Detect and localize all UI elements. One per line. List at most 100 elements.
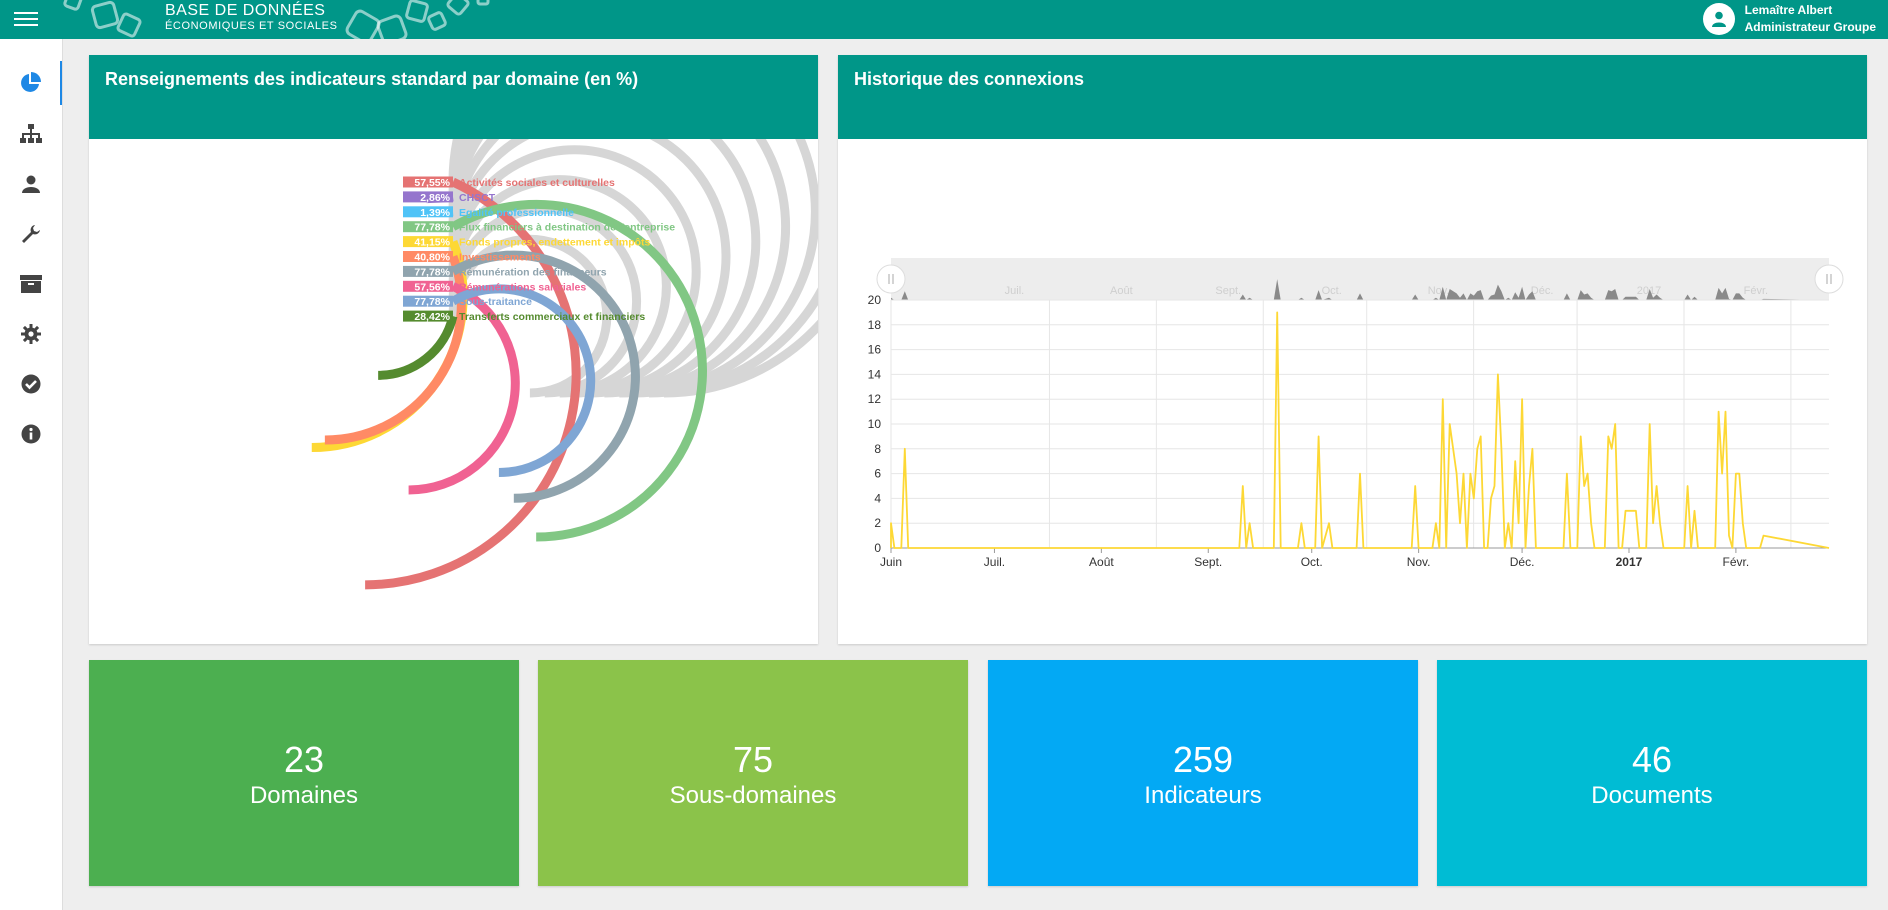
y-tick-20: 20: [868, 293, 882, 307]
radial-label-bg-chsct: [403, 191, 453, 203]
radial-bar-remuneration-des-financeurs[interactable]: [450, 250, 640, 503]
stat-domains-value: 23: [283, 739, 325, 780]
radial-track-investissements: [448, 115, 731, 398]
radial-bar-transferts-commerciaux-et-financiers[interactable]: [378, 314, 458, 380]
radial-label-bg-egalite-professionnelle: [403, 206, 453, 218]
connections-series-line[interactable]: [890, 311, 1830, 549]
x-tick-fevr: Févr.: [1723, 555, 1750, 569]
radial-bar-sous-traitance[interactable]: [450, 284, 596, 477]
x-tick-dec: Déc.: [1510, 555, 1535, 569]
panel-indicators-title: Renseignements des indicateurs standard …: [89, 55, 818, 139]
radial-value-label-fonds-propres-endettement-et-impots: 41,15%: [414, 237, 450, 249]
radial-legend-egalite-professionnelle[interactable]: Egalité professionnelle: [459, 207, 574, 219]
sidebar-item-tools[interactable]: [0, 212, 62, 256]
info-circle-icon: [21, 424, 41, 444]
radial-value-label-chsct: 2,86%: [420, 192, 450, 204]
radial-label-bg-remunerations-salariales: [403, 280, 453, 292]
hamburger-menu-icon[interactable]: [14, 8, 38, 30]
panel-history: Historique des connexions Juil. Août Sept.…: [838, 55, 1867, 644]
radial-label-bg-transferts-commerciaux-et-financiers: [403, 310, 453, 322]
radial-track-sous-traitance: [448, 204, 642, 398]
radial-label-bg-sous-traitance: [403, 295, 453, 307]
navigator-grip-left-icon: [888, 274, 894, 284]
top-bar: BASE DE DONNÉES ÉCONOMIQUES ET SOCIALES …: [0, 0, 1888, 39]
y-tick-6: 6: [874, 467, 881, 481]
sidebar-item-settings[interactable]: [0, 312, 62, 356]
sidebar-item-validation[interactable]: [0, 362, 62, 406]
stat-indicators[interactable]: 259 Indicateurs: [988, 660, 1418, 886]
navigator-tick-2017: 2017: [1637, 285, 1661, 297]
radial-legend-remuneration-des-financeurs[interactable]: Rémunération des financeurs: [459, 266, 607, 278]
panel-history-title: Historique des connexions: [838, 55, 1867, 139]
radial-value-label-remuneration-des-financeurs: 77,78%: [414, 266, 450, 278]
sitemap-icon: [20, 124, 42, 143]
radial-value-label-transferts-commerciaux-et-financiers: 28,42%: [414, 311, 450, 323]
navigator-tick-fevr: Févr.: [1744, 285, 1768, 297]
user-menu[interactable]: Lemaître Albert Administrateur Groupe: [1702, 2, 1876, 36]
y-tick-2: 2: [874, 516, 881, 530]
radial-legend-flux-financiers-a-destination-de-l-entreprise[interactable]: Flux financiers à destination de l'entre…: [459, 222, 675, 234]
radial-legend-sous-traitance[interactable]: Sous-traitance: [459, 296, 532, 308]
sidebar-item-dashboard[interactable]: [0, 61, 62, 105]
wrench-icon: [22, 225, 40, 243]
radial-legend-fonds-propres-endettement-et-impots[interactable]: Fonds propres, endettement et impôts: [459, 237, 651, 249]
gear-icon: [21, 324, 41, 344]
archive-icon: [20, 275, 42, 293]
y-tick-12: 12: [868, 392, 882, 406]
radial-bar-chart: 57,55% Activités sociales et culturelles 2…: [311, 0, 880, 590]
panel-indicators: Renseignements des indicateurs standard …: [89, 0, 880, 644]
sidebar-item-users[interactable]: [0, 162, 62, 206]
sidebar-item-info[interactable]: [0, 412, 62, 456]
connections-line-chart: Juil. Août Sept. Oct. Nov. Déc. 2017 Févr. 0 2 4 6…: [868, 258, 1844, 569]
radial-value-label-remunerations-salariales: 57,56%: [414, 281, 450, 293]
brand-title: BASE DE DONNÉES: [165, 2, 326, 19]
radial-label-bg-remuneration-des-financeurs: [403, 265, 453, 277]
navigator-tick-nov: Nov.: [1428, 285, 1450, 297]
radial-bar-activites-sociales-et-culturelles[interactable]: [365, 177, 581, 590]
radial-legend-chsct[interactable]: CHSCT: [459, 192, 496, 204]
radial-label-bg-investissements: [403, 251, 453, 262]
pie-chart-icon: [21, 72, 41, 92]
x-tick-2017: 2017: [1616, 555, 1643, 569]
navigator-tick-dec: Déc.: [1531, 285, 1554, 297]
radial-legend-remunerations-salariales[interactable]: Rémunérations salariales: [459, 281, 586, 293]
navigator-handle-left[interactable]: [876, 264, 906, 294]
radial-bar-flux-financiers-a-destination-de-l-entreprise[interactable]: [450, 199, 707, 542]
sidebar-item-structure[interactable]: [0, 112, 62, 156]
user-role: Administrateur Groupe: [1744, 20, 1876, 34]
navigator-series-area: [891, 279, 1829, 300]
radial-track-remuneration-des-financeurs: [448, 145, 701, 398]
radial-value-label-activites-sociales-et-culturelles: 57,55%: [414, 177, 450, 189]
radial-legend-activites-sociales-et-culturelles[interactable]: Activités sociales et culturelles: [459, 177, 615, 189]
logo-decoration-icon: [63, 0, 490, 39]
brand-subtitle: ÉCONOMIQUES ET SOCIALES: [165, 20, 338, 32]
x-tick-oct: Oct.: [1301, 555, 1323, 569]
radial-label-bg-flux-financiers-a-destination-de-l-entreprise: [403, 221, 453, 233]
y-tick-18: 18: [868, 318, 882, 332]
radial-legend-investissements[interactable]: Investissements: [459, 252, 541, 264]
y-tick-16: 16: [868, 343, 882, 357]
user-icon: [22, 175, 40, 193]
radial-bar-remunerations-salariales[interactable]: [408, 282, 520, 495]
stat-subdomains-value: 75: [732, 739, 774, 780]
x-tick-juil: Juil.: [984, 555, 1005, 569]
navigator-handle-right[interactable]: [1814, 264, 1844, 294]
stat-documents[interactable]: 46 Documents: [1437, 660, 1867, 886]
x-tick-sept: Sept.: [1194, 555, 1222, 569]
radial-label-bg-activites-sociales-et-culturelles: [403, 176, 453, 188]
stat-subdomains[interactable]: 75 Sous-domaines: [538, 660, 968, 886]
brand[interactable]: BASE DE DONNÉES ÉCONOMIQUES ET SOCIALES: [165, 3, 338, 32]
stat-documents-value: 46: [1631, 739, 1673, 780]
x-tick-nov: Nov.: [1407, 555, 1431, 569]
navigator-tick-sept: Sept.: [1215, 285, 1241, 297]
stat-documents-label: Documents: [1591, 782, 1713, 809]
radial-legend-transferts-commerciaux-et-financiers[interactable]: Transferts commerciaux et financiers: [459, 311, 645, 323]
radial-value-label-investissements: 40,80%: [414, 252, 450, 264]
stat-domains-label: Domaines: [249, 782, 359, 809]
navigator-grip-right-icon: [1826, 274, 1832, 284]
radial-label-bg-fonds-propres-endettement-et-impots: [403, 236, 453, 248]
y-tick-4: 4: [874, 491, 881, 505]
stat-domains[interactable]: 23 Domaines: [89, 660, 519, 886]
navigator-background[interactable]: [891, 258, 1829, 300]
sidebar-item-archives[interactable]: [0, 262, 62, 306]
